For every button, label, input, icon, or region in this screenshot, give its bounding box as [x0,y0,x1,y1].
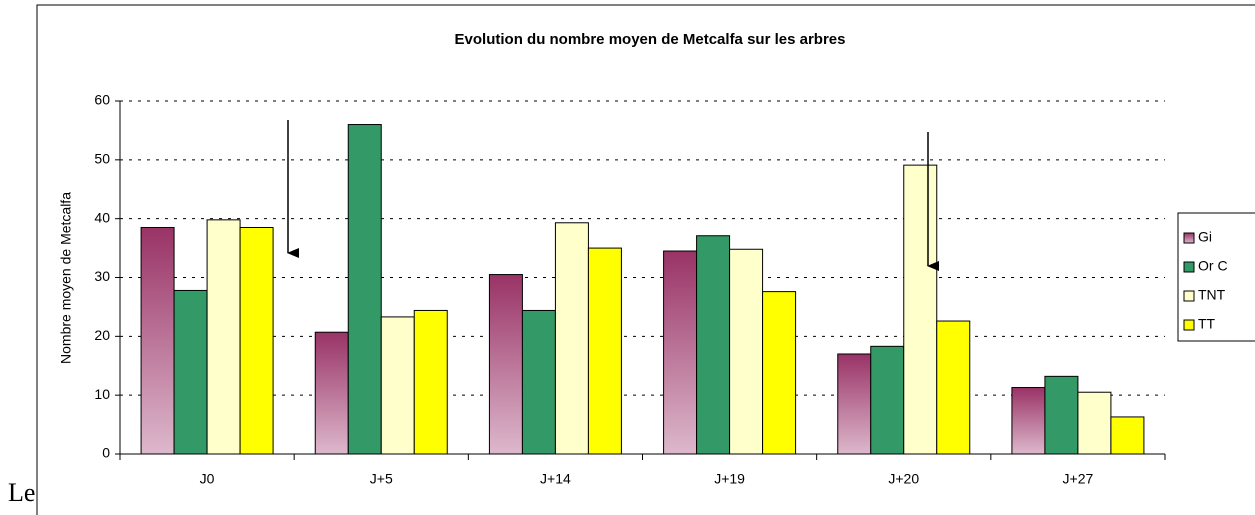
bar [413,309,448,455]
legend-swatch [1183,232,1195,244]
legend-swatch [1183,290,1195,302]
bar [587,247,622,455]
bar [488,274,523,455]
y-tick-label: 10 [94,386,110,402]
bar [1077,391,1112,455]
x-tick-label: J+27 [1063,471,1094,487]
legend-swatch [1183,261,1195,273]
bar [1011,387,1046,455]
legend-label: Or C [1198,258,1228,274]
x-tick-label: J+14 [540,471,571,487]
bar [140,226,175,455]
bar [729,248,764,455]
bar [347,124,382,455]
bar [521,309,556,455]
y-tick-label: 0 [102,445,110,461]
legend-label: Gi [1198,229,1212,245]
document-text: Le [8,478,36,507]
y-tick-label: 50 [94,151,110,167]
y-tick-label: 40 [94,209,110,225]
y-axis-label: Nombre moyen de Metcalfa [58,192,74,364]
x-tick-label: J+20 [888,471,919,487]
y-tick-label: 60 [94,92,110,108]
bar [239,226,274,455]
x-tick-label: J+5 [370,471,393,487]
y-tick-label: 20 [94,327,110,343]
legend-label: TT [1198,316,1216,332]
legend-swatch [1183,319,1195,331]
bar [1044,375,1079,455]
bar [1110,416,1145,455]
bar [696,235,731,455]
bar [762,291,797,455]
bar [936,320,971,455]
legend-label: TNT [1198,287,1226,303]
bar [380,316,415,455]
bar [314,331,349,455]
x-tick-label: J0 [200,471,215,487]
bar [173,289,208,455]
x-tick-label: J+19 [714,471,745,487]
bar [903,164,938,455]
bar [870,345,905,455]
bar [837,353,872,455]
bar [206,219,241,455]
bar [663,250,698,455]
bar [554,222,589,455]
y-tick-label: 30 [94,268,110,284]
chart-title: Evolution du nombre moyen de Metcalfa su… [455,31,846,48]
